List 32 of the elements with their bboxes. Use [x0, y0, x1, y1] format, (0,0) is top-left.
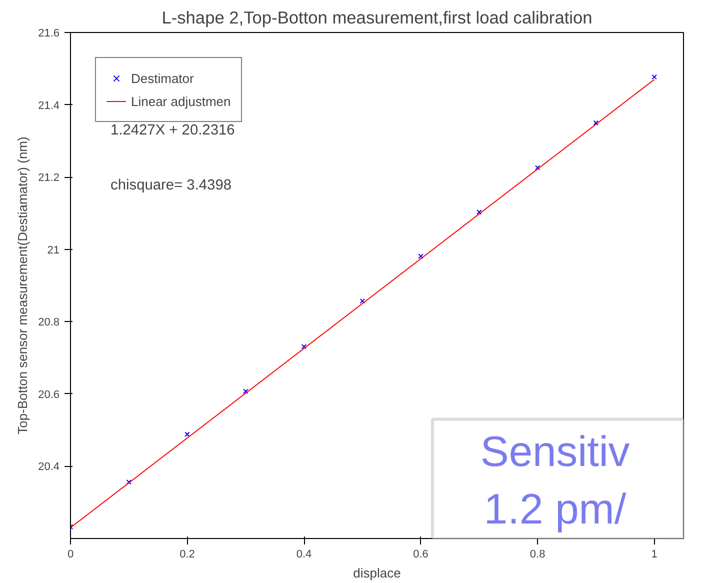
point [534, 165, 540, 170]
point [243, 388, 248, 394]
point [301, 344, 307, 350]
y-tick-label: 20.6 [38, 388, 60, 401]
point [652, 74, 657, 80]
annotation: 1.2427X + 20.2316 [110, 122, 235, 138]
y-tick-label: 21.2 [38, 172, 60, 184]
y-tick-label: 21.6 [38, 28, 60, 40]
x-tick-label: 0.6 [413, 548, 428, 560]
legend-label: Linear adjustmen [131, 94, 231, 108]
x-tick-label: 0.8 [530, 548, 546, 560]
y-tick-label: 21.4 [38, 100, 60, 112]
x-tick-label: 0.2 [180, 548, 195, 560]
point [360, 298, 366, 304]
y-tick-label: 20.8 [38, 316, 60, 329]
point [126, 479, 132, 485]
annotation: chisquare= 3.4398 [110, 178, 232, 194]
x-tick-label: 1 [651, 548, 658, 560]
point [418, 254, 424, 259]
chart-title: L-shape 2,Top-Botton measurement,first load calibration [162, 8, 592, 28]
y-axis-title: Top-Botton sensor measurement(Destiamator) (nm) [15, 136, 30, 434]
annotation: Sensitiv [480, 428, 630, 476]
x-tick-label: 0.4 [296, 548, 312, 560]
x-axis-title: displace [353, 566, 401, 580]
annotation: 1.2 pm/ [484, 486, 626, 534]
legend-label: Destimator [131, 70, 194, 86]
x-tick-label: 0 [67, 548, 74, 560]
y-tick-label: 21 [47, 244, 60, 256]
point [184, 432, 190, 438]
y-tick-label: 20.4 [38, 461, 60, 474]
point [476, 210, 482, 215]
point [593, 120, 599, 126]
